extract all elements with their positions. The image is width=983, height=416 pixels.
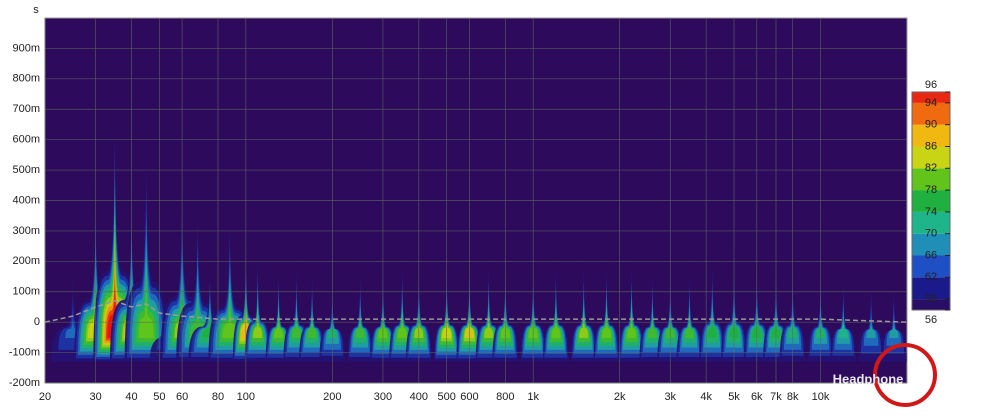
x-tick-label: 80 <box>212 391 224 403</box>
x-tick-label: 40 <box>125 391 137 403</box>
colorbar-band <box>912 124 950 147</box>
ridge-layer <box>274 311 284 338</box>
y-tick-label: 800m <box>12 73 40 85</box>
y-tick-label: -200m <box>9 377 40 389</box>
colorbar-band <box>912 92 950 103</box>
colorbar-band <box>912 211 950 234</box>
x-tick-label: 6k <box>751 391 763 403</box>
x-tick-label: 300 <box>374 391 392 403</box>
x-tick-label: 1k <box>527 391 539 403</box>
colorbar-label: 90 <box>925 119 937 131</box>
x-tick-label: 50 <box>153 391 165 403</box>
colorbar-label: 82 <box>925 162 937 174</box>
colorbar-band <box>912 168 950 191</box>
y-tick-label: 900m <box>12 42 40 54</box>
ridge-layer <box>647 311 657 338</box>
ridge-layer <box>627 310 637 338</box>
colorbar-label: 62 <box>925 271 937 283</box>
y-tick-label: -100m <box>9 346 40 358</box>
ridge-layer <box>138 279 154 338</box>
ridge-layer <box>889 314 899 338</box>
colorbar-label: 70 <box>925 228 937 240</box>
x-tick-label: 60 <box>176 391 188 403</box>
x-tick-label: 2k <box>614 391 626 403</box>
decay-line <box>44 300 908 323</box>
x-tick-label: 5k <box>728 391 740 403</box>
ridge-layer <box>291 310 301 338</box>
colorbar-label: 78 <box>925 184 937 196</box>
watermark-logo <box>873 343 937 407</box>
x-tick-label: 400 <box>410 391 428 403</box>
x-tick-label: 30 <box>89 391 101 403</box>
colorbar-frame <box>911 91 951 311</box>
ridge-layer <box>355 311 365 338</box>
colorbar-band <box>912 190 950 212</box>
ridge-layer <box>838 313 848 338</box>
x-tick-label: 500 <box>437 391 455 403</box>
y-tick-label: 200m <box>12 255 40 267</box>
watermark: Headphone <box>833 371 904 386</box>
x-tick-label: 100 <box>237 391 255 403</box>
y-tick-label: 600m <box>12 134 40 146</box>
ridge-layer <box>307 311 317 338</box>
colorbar-label: 96 <box>925 79 937 91</box>
x-tick-label: 7k <box>770 391 782 403</box>
x-tick-label: 4k <box>700 391 712 403</box>
ridge-layer <box>551 310 561 338</box>
x-tick-label: 10k <box>812 391 830 403</box>
y-axis-label: s <box>33 4 39 16</box>
ridge-layer <box>579 310 589 338</box>
x-tick-label: 800 <box>496 391 514 403</box>
ridge-layer <box>222 297 238 338</box>
colorbar-band <box>912 233 950 256</box>
colorbar-label: 66 <box>925 249 937 261</box>
ridge-layer <box>601 310 612 338</box>
colorbar-label: 86 <box>925 140 937 152</box>
colorbar-label: 56 <box>925 314 937 326</box>
y-tick-label: 700m <box>12 103 40 115</box>
y-tick-label: 100m <box>12 286 40 298</box>
colorbar-band <box>912 146 950 169</box>
y-tick-label: 500m <box>12 164 40 176</box>
x-tick-label: 8k <box>787 391 799 403</box>
y-tick-label: 300m <box>12 225 40 237</box>
ridge-layer <box>253 307 263 338</box>
x-tick-label: 600 <box>460 391 478 403</box>
ridge-layer <box>484 310 494 338</box>
colorbar-label: 58 <box>925 293 937 305</box>
ridge-layer <box>684 311 695 338</box>
x-tick-label: 3k <box>664 391 676 403</box>
colorbar-label: 74 <box>925 206 937 218</box>
colorbar-band <box>912 255 950 278</box>
x-tick-label: 20 <box>39 391 51 403</box>
ridge-layer <box>707 308 717 338</box>
colorbar-label: 94 <box>925 97 937 109</box>
y-tick-label: 0 <box>34 316 40 328</box>
colorbar-band <box>912 277 950 300</box>
colorbar-band <box>912 299 950 310</box>
x-tick-label: 200 <box>323 391 341 403</box>
ridge-layer <box>866 313 876 338</box>
ridge-layer <box>397 310 407 338</box>
y-tick-label: 400m <box>12 194 40 206</box>
colorbar-band <box>912 102 950 125</box>
